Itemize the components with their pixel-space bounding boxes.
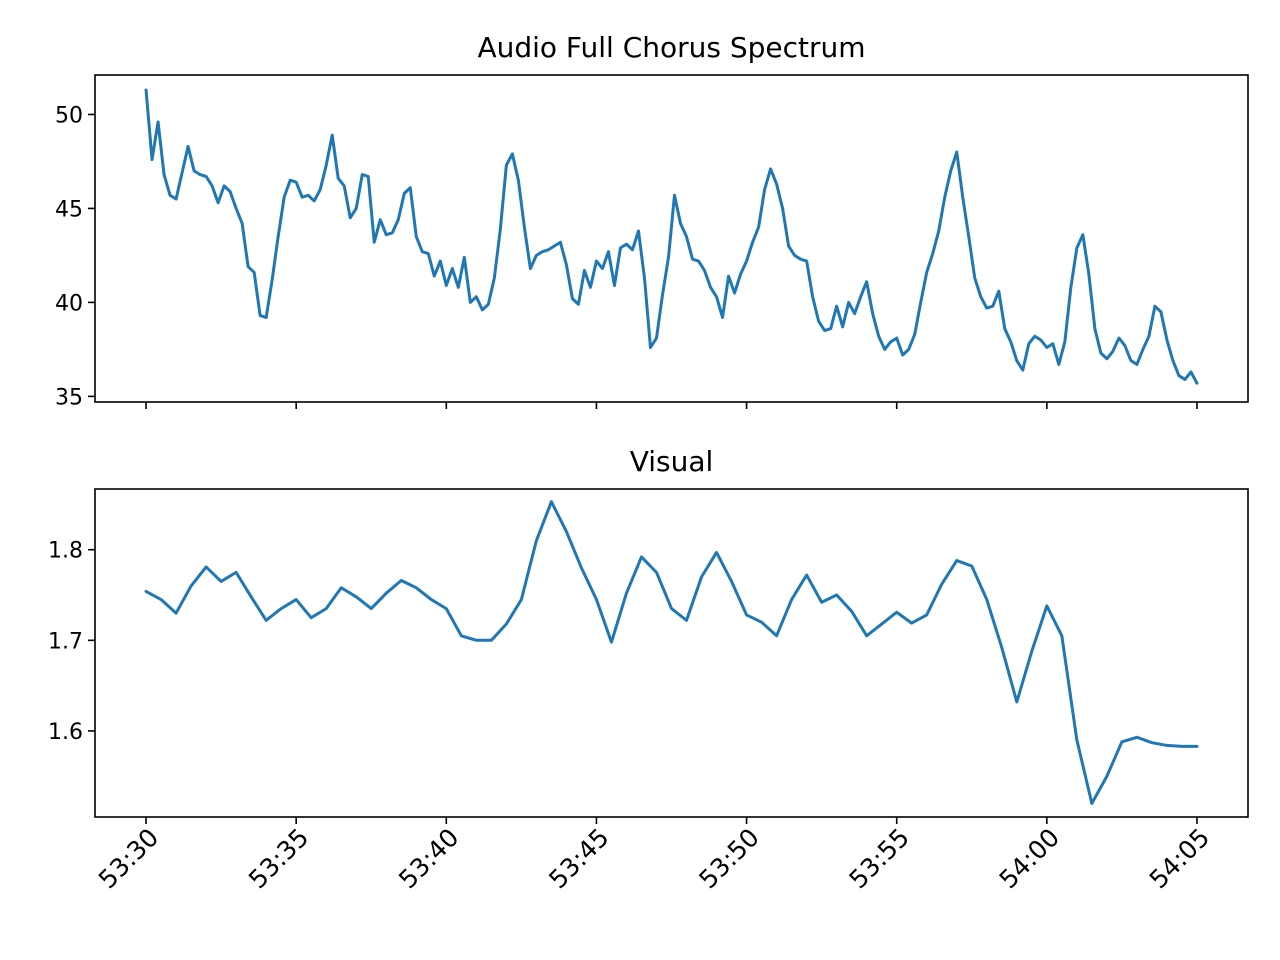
y-tick-label: 45 [55,197,83,222]
plot-frame [94,488,1249,818]
audio-chart: Audio Full Chorus Spectrum 35 40 45 50 [55,31,1249,410]
y-tick-label: 1.7 [48,629,83,654]
ticks-layer: 53:30 53:35 53:40 53:45 53:50 53:55 54:00 54:05… [48,539,1215,894]
chart-title: Audio Full Chorus Spectrum [477,31,865,64]
x-tick-label: 53:45 [543,823,614,894]
plot-frame [94,74,1249,403]
y-tick-label: 40 [55,291,83,316]
y-tick-label: 1.6 [48,720,83,745]
visual-chart: Visual 53:30 53:35 53:40 53:45 53:50 53:55 54:… [48,445,1249,894]
series-line [144,500,1199,805]
chart-title: Visual [630,445,714,478]
series-line [144,88,1199,385]
x-tick-label: 53:50 [693,823,764,894]
y-tick-label: 50 [55,103,83,128]
x-tick-label: 54:05 [1144,823,1215,894]
x-tick-label: 53:35 [243,823,314,894]
y-tick-label: 1.8 [48,539,83,564]
x-tick-label: 53:30 [93,823,164,894]
y-tick-label: 35 [55,385,83,410]
x-tick-label: 53:40 [393,823,464,894]
ticks-layer: 35 40 45 50 [55,103,1198,410]
x-tick-label: 53:55 [843,823,914,894]
x-tick-label: 54:00 [994,823,1065,894]
